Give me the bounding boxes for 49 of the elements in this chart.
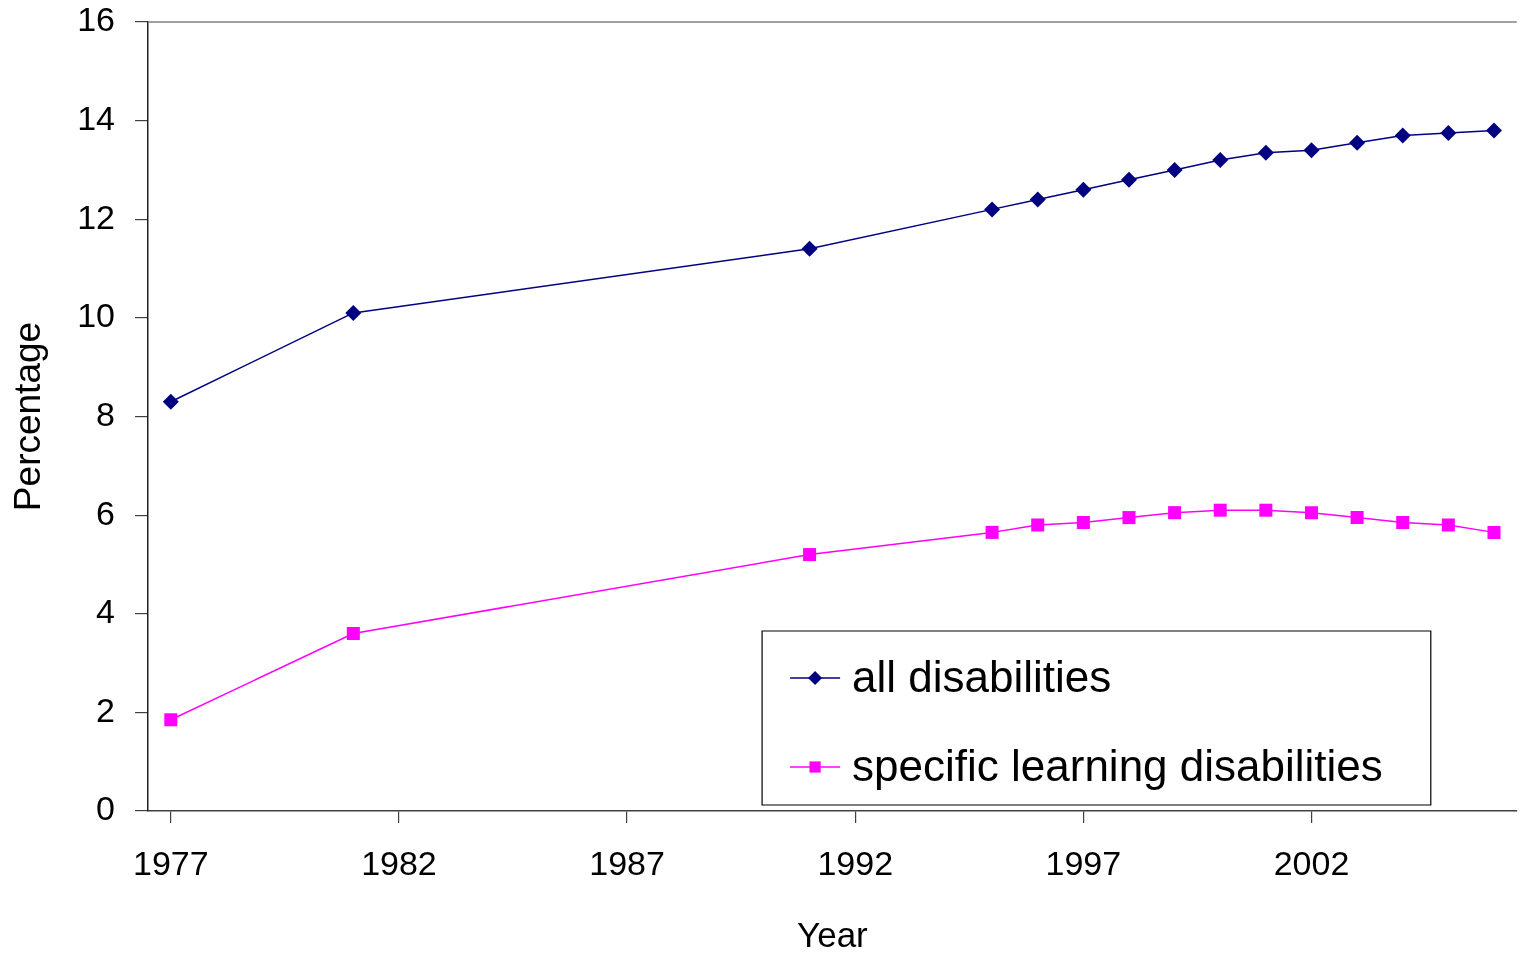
point [1122, 511, 1136, 525]
point [984, 201, 1001, 218]
point [1120, 171, 1137, 188]
y-tick-label: 12 [77, 197, 115, 236]
point [1076, 516, 1090, 530]
point [1487, 525, 1501, 539]
y-tick-label: 10 [77, 296, 115, 335]
point [345, 304, 362, 321]
point [1168, 506, 1182, 520]
y-tick-label: 2 [96, 690, 115, 729]
x-axis-title: Year [797, 914, 869, 954]
point [164, 713, 178, 727]
point [1259, 503, 1273, 517]
y-tick-label: 4 [96, 592, 115, 631]
point [1031, 518, 1045, 532]
y-tick-label: 16 [77, 0, 115, 39]
point [1304, 506, 1318, 520]
point [801, 240, 818, 257]
x-tick-label: 1982 [361, 843, 437, 882]
point [1029, 191, 1046, 208]
y-axis-title: Percentage [7, 321, 49, 512]
point [1213, 503, 1227, 517]
point [1166, 161, 1183, 178]
point [1257, 144, 1274, 161]
point [803, 548, 817, 562]
y-tick-label: 0 [96, 789, 115, 828]
point [985, 525, 999, 539]
point [1440, 124, 1457, 141]
point [1485, 122, 1502, 139]
x-tick-label: 1997 [1045, 843, 1122, 882]
x-tick-label: 2002 [1273, 843, 1350, 882]
point [1441, 518, 1455, 532]
point [1396, 516, 1410, 530]
x-tick-label: 1987 [589, 843, 665, 882]
point [346, 626, 360, 640]
x-tick-label: 1977 [132, 843, 209, 882]
point [1394, 127, 1411, 144]
point [1349, 134, 1366, 151]
y-tick-label: 14 [77, 99, 115, 137]
point [1212, 152, 1229, 169]
point [1350, 511, 1364, 525]
legend-label: specific learning disabilities [852, 741, 1383, 791]
y-tick-label: 8 [96, 394, 115, 433]
point [1303, 142, 1320, 159]
x-tick-label: 1992 [817, 843, 894, 882]
point [1075, 181, 1092, 198]
legend-label: all disabilities [852, 652, 1112, 702]
point [162, 393, 179, 410]
y-tick-label: 6 [96, 493, 115, 532]
